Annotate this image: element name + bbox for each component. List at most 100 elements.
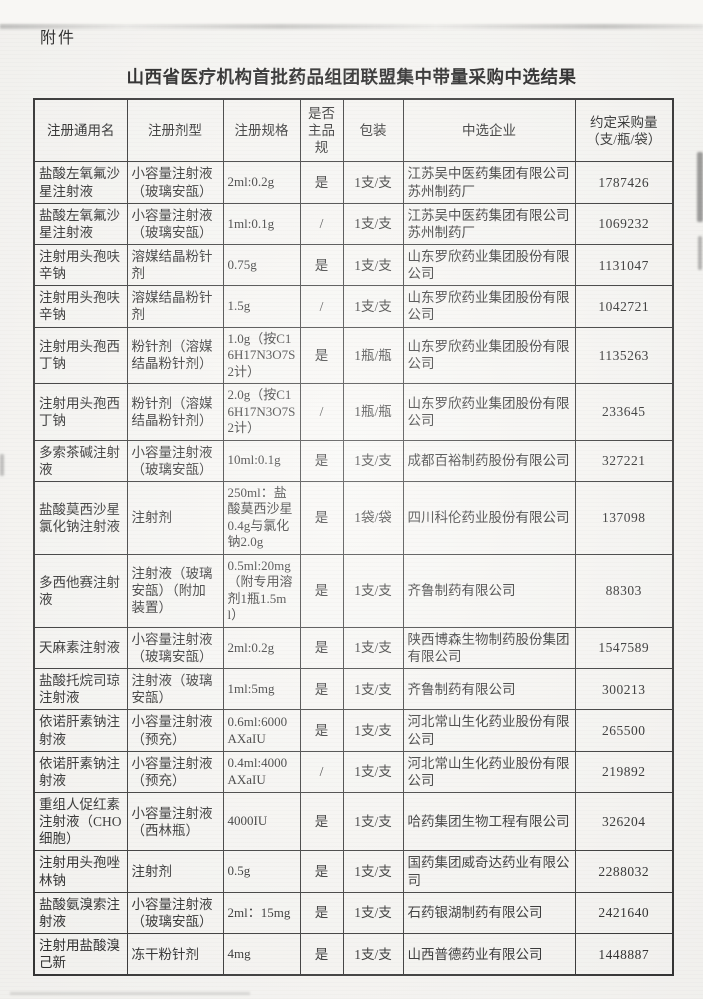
cell-company: 石药银湖制药有限公司: [402, 891, 576, 934]
cell-is-main: /: [299, 750, 344, 793]
cell-company: 四川科伦药业股份有限公司: [402, 480, 576, 555]
cell-company: 成都百裕制药股份有限公司: [402, 439, 576, 482]
cell-generic-name: 注射用头孢唑林钠: [33, 850, 128, 893]
cell-spec: 1ml:0.1g: [222, 202, 301, 245]
column-header-volume: 约定采购量（支/瓶/袋）: [574, 98, 674, 163]
column-header-package: 包装: [342, 98, 404, 163]
cell-package: 1支/支: [342, 850, 404, 893]
cell-generic-name: 重组人促红素注射液（CHO细胞）: [33, 791, 128, 852]
cell-generic-name: 盐酸托烷司琼注射液: [33, 668, 128, 711]
cell-volume: 1135263: [574, 326, 674, 385]
cell-company: 齐鲁制药有限公司: [402, 553, 576, 628]
page-title: 山西省医疗机构首批药品组团联盟集中带量采购中选结果: [126, 67, 577, 87]
cell-is-main: 是: [299, 626, 344, 670]
cell-is-main: /: [299, 285, 344, 328]
cell-package: 1支/支: [342, 709, 404, 752]
table-row: 天麻素注射液 小容量注射液（玻璃安瓿） 2ml:0.2g 是 1支/支 陕西博森…: [33, 626, 674, 670]
cell-generic-name: 注射用盐酸溴己新: [33, 932, 128, 976]
table-row: 注射用头孢呋辛钠 溶媒结晶粉针剂 1.5g / 1支/支 山东罗欣药业集团股份有…: [33, 285, 674, 328]
cell-generic-name: 注射用头孢西丁钠: [33, 326, 128, 385]
table-row: 盐酸莫西沙星氯化钠注射液 注射剂 250ml：盐酸莫西沙星0.4g与氯化钠2.0…: [33, 480, 674, 555]
column-header-spec: 注册规格: [222, 98, 301, 163]
table-row: 盐酸左氧氟沙星注射液 小容量注射液（玻璃安瓿） 1ml:0.1g / 1支/支 …: [33, 202, 674, 245]
cell-spec: 0.4ml:4000AXaIU: [222, 750, 301, 793]
cell-company: 山东罗欣药业集团股份有限公司: [402, 285, 576, 328]
cell-dosage-form: 小容量注射液（玻璃安瓿）: [126, 202, 224, 245]
cell-is-main: 是: [299, 439, 344, 482]
cell-company: 齐鲁制药有限公司: [402, 668, 576, 711]
cell-dosage-form: 粉针剂（溶媒结晶粉针剂）: [126, 326, 224, 385]
cell-spec: 4mg: [222, 932, 301, 976]
cell-is-main: 是: [299, 668, 344, 711]
cell-volume: 137098: [574, 480, 674, 555]
cell-volume: 326204: [574, 791, 674, 852]
cell-dosage-form: 注射剂: [126, 850, 224, 893]
cell-volume: 1547589: [574, 626, 674, 670]
cell-volume: 1069232: [574, 202, 674, 245]
cell-volume: 2288032: [574, 850, 674, 893]
attachment-label: 附件: [40, 30, 77, 47]
cell-spec: 0.5ml:20mg（附专用溶剂1瓶1.5ml）: [222, 553, 301, 628]
cell-volume: 1042721: [574, 285, 674, 328]
cell-company: 山东罗欣药业集团股份有限公司: [402, 383, 576, 441]
cell-dosage-form: 小容量注射液（玻璃安瓿）: [126, 891, 224, 934]
cell-dosage-form: 注射液（玻璃安瓿）（附加装置）: [126, 553, 224, 628]
cell-generic-name: 注射用头孢西丁钠: [33, 383, 128, 441]
cell-spec: 0.5g: [222, 850, 301, 893]
cell-package: 1支/支: [342, 161, 404, 204]
cell-generic-name: 多索茶碱注射液: [33, 439, 128, 482]
table-row: 盐酸氨溴索注射液 小容量注射液（玻璃安瓿） 2ml：15mg 是 1支/支 石药…: [33, 891, 674, 934]
cell-is-main: 是: [299, 553, 344, 628]
table-row: 依诺肝素钠注射液 小容量注射液（预充） 0.4ml:4000AXaIU / 1支…: [33, 750, 674, 793]
table-row: 注射用头孢西丁钠 粉针剂（溶媒结晶粉针剂） 1.0g（按C16H17N3O7S2…: [33, 326, 674, 385]
cell-dosage-form: 注射剂: [126, 480, 224, 555]
cell-is-main: 是: [299, 709, 344, 752]
cell-spec: 10ml:0.1g: [222, 439, 301, 482]
cell-company: 河北常山生化药业股份有限公司: [402, 750, 576, 793]
cell-generic-name: 盐酸氨溴索注射液: [33, 891, 128, 934]
table-row: 注射用头孢西丁钠 粉针剂（溶媒结晶粉针剂） 2.0g（按C16H17N3O7S2…: [33, 383, 674, 441]
cell-package: 1支/支: [342, 285, 404, 328]
cell-package: 1支/支: [342, 202, 404, 245]
table-row: 注射用盐酸溴己新 冻干粉针剂 4mg 是 1支/支 山西普德药业有限公司 144…: [33, 932, 674, 976]
cell-volume: 1131047: [574, 243, 674, 287]
cell-spec: 250ml：盐酸莫西沙星0.4g与氯化钠2.0g: [222, 480, 301, 555]
cell-volume: 265500: [574, 709, 674, 752]
cell-package: 1支/支: [342, 626, 404, 670]
cell-package: 1支/支: [342, 932, 404, 976]
cell-dosage-form: 冻干粉针剂: [126, 932, 224, 976]
cell-company: 陕西博森生物制药股份集团有限公司: [402, 626, 576, 670]
cell-dosage-form: 注射液（玻璃安瓿）: [126, 668, 224, 711]
cell-volume: 2421640: [574, 891, 674, 934]
cell-is-main: 是: [299, 791, 344, 852]
cell-package: 1支/支: [342, 243, 404, 287]
cell-dosage-form: 小容量注射液（玻璃安瓿）: [126, 161, 224, 204]
cell-generic-name: 依诺肝素钠注射液: [33, 709, 128, 752]
table-row: 盐酸托烷司琼注射液 注射液（玻璃安瓿） 1ml:5mg 是 1支/支 齐鲁制药有…: [33, 668, 674, 711]
cell-company: 国药集团威奇达药业有限公司: [402, 850, 576, 893]
column-header-company: 中选企业: [402, 98, 576, 163]
cell-dosage-form: 溶媒结晶粉针剂: [126, 285, 224, 328]
cell-dosage-form: 溶媒结晶粉针剂: [126, 243, 224, 287]
table-row: 重组人促红素注射液（CHO细胞） 小容量注射液（西林瓶） 4000IU 是 1支…: [33, 791, 674, 852]
cell-spec: 1.0g（按C16H17N3O7S2计）: [222, 326, 301, 385]
scan-artifact-right-2: [698, 236, 702, 270]
cell-company: 山东罗欣药业集团股份有限公司: [402, 326, 576, 385]
table-row: 依诺肝素钠注射液 小容量注射液（预充） 0.6ml:6000AXaIU 是 1支…: [33, 709, 674, 752]
cell-generic-name: 盐酸左氧氟沙星注射液: [33, 161, 128, 204]
cell-spec: 0.75g: [222, 243, 301, 287]
cell-package: 1瓶/瓶: [342, 326, 404, 385]
cell-volume: 88303: [574, 553, 674, 628]
table-body: 盐酸左氧氟沙星注射液 小容量注射液（玻璃安瓿） 2ml:0.2g 是 1支/支 …: [33, 161, 674, 976]
cell-volume: 1448887: [574, 932, 674, 976]
cell-generic-name: 依诺肝素钠注射液: [33, 750, 128, 793]
cell-is-main: 是: [299, 850, 344, 893]
cell-package: 1瓶/瓶: [342, 383, 404, 441]
cell-dosage-form: 小容量注射液（预充）: [126, 750, 224, 793]
cell-is-main: 是: [299, 326, 344, 385]
cell-spec: 2ml:0.2g: [222, 161, 301, 204]
cell-spec: 4000IU: [222, 791, 301, 852]
cell-package: 1支/支: [342, 750, 404, 793]
table-row: 注射用头孢唑林钠 注射剂 0.5g 是 1支/支 国药集团威奇达药业有限公司 2…: [33, 850, 674, 893]
cell-package: 1支/支: [342, 668, 404, 711]
